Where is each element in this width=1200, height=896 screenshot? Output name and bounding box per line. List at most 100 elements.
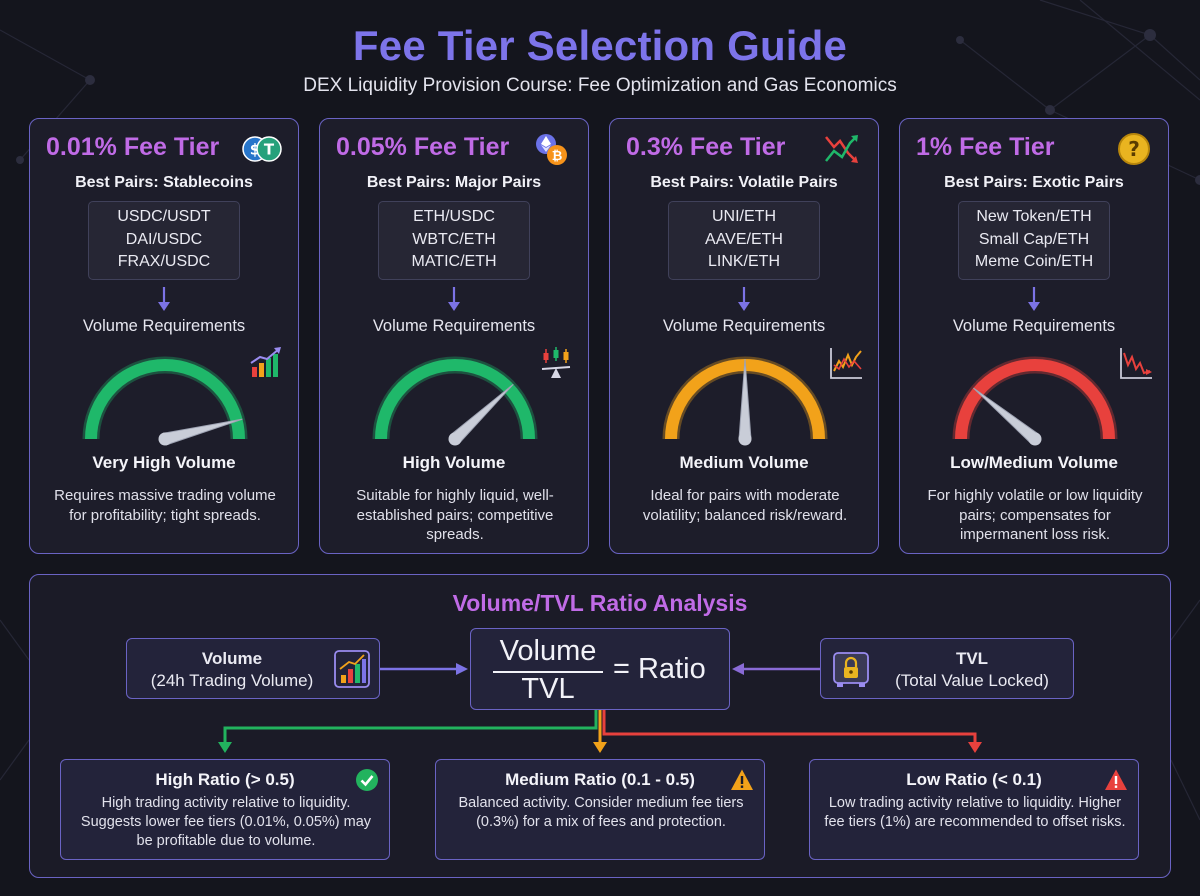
pair-item: ETH/USDC xyxy=(413,208,495,225)
high-ratio-title: High Ratio (> 0.5) xyxy=(155,770,295,789)
tier-description: For highly volatile or low liquidity pai… xyxy=(927,487,1143,543)
pair-item: AAVE/ETH xyxy=(705,230,783,248)
pairs-list: UNI/ETH AAVE/ETH LINK/ETH xyxy=(668,201,820,280)
warning-triangle-icon xyxy=(731,769,753,790)
volume-node-subtitle: (24h Trading Volume) xyxy=(150,671,314,690)
gauge-glow xyxy=(372,356,538,440)
medium-ratio-description: Balanced activity. Consider medium fee t… xyxy=(458,795,744,830)
gauge-arc xyxy=(85,359,245,440)
pair-item: MATIC/ETH xyxy=(411,253,497,270)
volume-gauge xyxy=(372,356,538,446)
arrow-down-icon xyxy=(448,287,460,311)
tier-title: 0.3% Fee Tier xyxy=(626,133,786,161)
tier-card-0-01: 0.01% Fee Tier $ T Best Pairs: Stablecoi… xyxy=(29,118,299,554)
tvl-node-text: TVL (Total Value Locked) xyxy=(877,648,1067,692)
tier-title: 0.01% Fee Tier xyxy=(46,133,220,161)
tvl-node-subtitle: (Total Value Locked) xyxy=(895,671,1049,690)
medium-ratio-box: Medium Ratio (0.1 - 0.5) Balanced activi… xyxy=(435,759,765,860)
gauge-needle xyxy=(973,387,1040,445)
pair-item: LINK/ETH xyxy=(707,253,780,270)
gauge-needle xyxy=(450,383,514,445)
gauge-arc xyxy=(955,359,1115,440)
tier-card-0-3: 0.3% Fee Tier Best Pairs: Volatile Pairs… xyxy=(609,118,879,554)
tier-description: Ideal for pairs with moderate volatility… xyxy=(642,487,848,524)
bar-chart-icon xyxy=(334,650,370,688)
candlestick-scale-icon xyxy=(541,347,571,378)
tier-title: 0.05% Fee Tier xyxy=(336,133,510,161)
low-ratio-box: Low Ratio (< 0.1) Low trading activity r… xyxy=(809,759,1139,860)
low-ratio-title: Low Ratio (< 0.1) xyxy=(906,770,1042,789)
tvl-node: TVL (Total Value Locked) xyxy=(820,638,1074,699)
page-subtitle: DEX Liquidity Provision Course: Fee Opti… xyxy=(303,75,897,96)
low-ratio-description: Low trading activity relative to liquidi… xyxy=(824,795,1126,830)
pair-item: FRAX/USDC xyxy=(117,253,211,270)
tier-description: Requires massive trading volume for prof… xyxy=(54,487,276,524)
stablecoin-coins-icon: $ T xyxy=(242,136,282,162)
pair-item: Small Cap/ETH xyxy=(978,230,1090,248)
svg-text:₿: ₿ xyxy=(552,149,563,164)
arrow-down-icon xyxy=(1028,287,1040,311)
formula-equals-ratio: = Ratio xyxy=(613,653,706,685)
gauge-hub xyxy=(448,432,462,446)
pair-item: UNI/ETH xyxy=(712,208,776,225)
tier-title: 1% Fee Tier xyxy=(916,133,1055,161)
arrow-down-icon xyxy=(738,287,750,311)
rising-bar-chart-icon xyxy=(250,347,281,377)
check-circle-icon xyxy=(356,769,378,791)
volume-node: Volume (24h Trading Volume) xyxy=(126,638,380,699)
gauge-hub xyxy=(158,432,172,446)
volume-gauge xyxy=(662,356,828,446)
arrow-down-icon xyxy=(158,287,170,311)
volatile-arrows-icon xyxy=(825,135,858,163)
tier-description: Suitable for highly liquid, well-establi… xyxy=(356,487,554,543)
pairs-list: New Token/ETH Small Cap/ETH Meme Coin/ET… xyxy=(958,201,1110,280)
question-coin-icon: ? xyxy=(1118,133,1150,165)
gauge-hub xyxy=(738,432,752,446)
svg-text:$: $ xyxy=(250,141,260,159)
volume-requirements-label: Volume Requirements xyxy=(82,317,246,335)
volume-requirements-label: Volume Requirements xyxy=(952,317,1116,335)
svg-text:?: ? xyxy=(1128,137,1140,161)
pairs-list: ETH/USDC WBTC/ETH MATIC/ETH xyxy=(378,201,530,280)
volume-node-text: Volume (24h Trading Volume) xyxy=(133,648,331,692)
high-ratio-description: High trading activity relative to liquid… xyxy=(80,795,372,849)
eth-btc-coins-icon: ₿ xyxy=(536,134,567,165)
formula-numerator: Volume xyxy=(499,635,597,667)
volume-requirements-label: Volume Requirements xyxy=(662,317,826,335)
best-pairs-label: Best Pairs: Exotic Pairs xyxy=(944,174,1124,191)
alert-triangle-icon xyxy=(1105,769,1127,790)
volume-level-label: Low/Medium Volume xyxy=(950,453,1118,472)
svg-text:T: T xyxy=(264,141,275,159)
best-pairs-label: Best Pairs: Stablecoins xyxy=(75,174,253,191)
gauge-arc xyxy=(375,359,535,440)
volume-level-label: Very High Volume xyxy=(92,453,236,472)
volume-node-title: Volume xyxy=(201,649,263,668)
best-pairs-label: Best Pairs: Volatile Pairs xyxy=(650,174,838,191)
pair-item: WBTC/ETH xyxy=(412,230,496,248)
volume-gauge xyxy=(82,356,248,446)
page-title: Fee Tier Selection Guide xyxy=(352,22,848,69)
pairs-list: USDC/USDT DAI/USDC FRAX/USDC xyxy=(88,201,240,280)
best-pairs-label: Best Pairs: Major Pairs xyxy=(366,174,542,191)
tier-card-0-05: 0.05% Fee Tier ₿ Best Pairs: Major Pairs… xyxy=(319,118,589,554)
pair-item: New Token/ETH xyxy=(976,208,1092,225)
ratio-section-title: Volume/TVL Ratio Analysis xyxy=(452,590,748,616)
high-ratio-box: High Ratio (> 0.5) High trading activity… xyxy=(60,759,390,860)
gauge-glow xyxy=(952,356,1118,440)
tvl-node-title: TVL xyxy=(955,649,989,668)
volume-requirements-label: Volume Requirements xyxy=(372,317,536,335)
pair-item: Meme Coin/ETH xyxy=(974,253,1094,270)
formula-denominator: TVL xyxy=(521,673,575,705)
volatile-line-chart-icon xyxy=(830,348,862,379)
ratio-formula: Volume TVL = Ratio xyxy=(470,628,730,710)
medium-ratio-title: Medium Ratio (0.1 - 0.5) xyxy=(505,770,695,789)
pair-item: USDC/USDT xyxy=(117,208,211,225)
tier-card-1: 1% Fee Tier ? Best Pairs: Exotic Pairs N… xyxy=(899,118,1169,554)
volume-level-label: Medium Volume xyxy=(679,453,809,472)
gauge-hub xyxy=(1028,432,1042,446)
vault-lock-icon xyxy=(833,652,869,687)
falling-line-chart-icon xyxy=(1120,348,1152,379)
pair-item: DAI/USDC xyxy=(125,230,203,248)
volume-gauge xyxy=(952,356,1118,446)
